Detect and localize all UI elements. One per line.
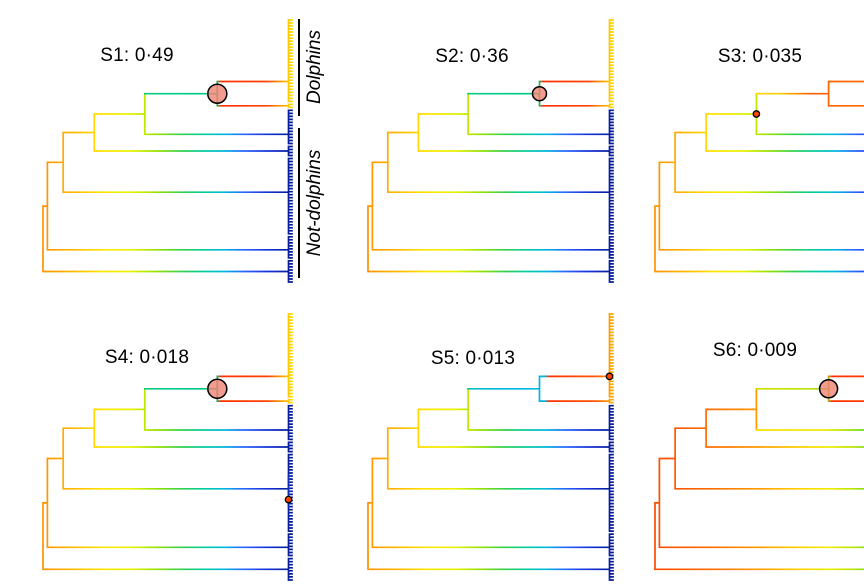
tree-branches-base	[42, 387, 293, 581]
phylogeny-svg-s3	[654, 80, 864, 273]
tree-branches-base	[42, 92, 293, 283]
dolphins-bracket	[298, 19, 300, 116]
phylogeny-svg-s1	[42, 19, 293, 283]
phylogeny-svg-s2	[367, 19, 614, 283]
rate-shift-marker-dolphins_upper	[605, 372, 614, 381]
tree-branches-base	[654, 92, 864, 273]
tree-branches-dolphins	[467, 19, 614, 109]
tree-branches-base	[367, 387, 614, 581]
tree-branches-dolphins	[143, 19, 293, 109]
phylogeny-svg-s4	[42, 313, 293, 581]
panel-s4: S4: 0·018	[40, 301, 328, 585]
panel-label-s3: S3: 0·035	[717, 46, 803, 67]
rate-shift-marker-dolphins	[531, 85, 548, 102]
phylogeny-svg-s6	[654, 375, 864, 571]
rate-shift-marker-marked2	[284, 495, 293, 504]
clade-label-dolphins: Dolphins	[304, 30, 325, 104]
panel-s3: S3: 0·035	[616, 16, 864, 300]
tree-branches-dolphins	[143, 313, 293, 404]
tree-branches-base	[367, 92, 614, 283]
phylogeny-svg-s5	[367, 313, 614, 581]
panel-s5: S5: 0·013	[328, 301, 616, 585]
panel-label-s4: S4: 0·018	[104, 347, 190, 368]
panel-label-s5: S5: 0·013	[430, 348, 516, 369]
panel-s1: S1: 0·49 Dolphins Not-dolphins	[40, 16, 328, 300]
panel-label-s1: S1: 0·49	[100, 45, 174, 66]
rate-shift-marker-dolphins_parent	[752, 110, 761, 118]
not-dolphins-bracket	[298, 128, 300, 278]
rate-shift-marker-dolphins	[207, 83, 228, 104]
panel-label-s6: S6: 0·009	[712, 340, 798, 361]
tree-branches-dolphins	[755, 375, 864, 402]
panel-label-s2: S2: 0·36	[435, 46, 509, 67]
rate-shift-marker-dolphins	[207, 378, 228, 400]
tree-branches-cladeB	[755, 429, 864, 431]
panel-s6: S6: 0·009	[616, 301, 864, 585]
panel-s2: S2: 0·36	[328, 16, 616, 300]
tree-branches-dolphins	[755, 80, 864, 107]
clade-label-not-dolphins: Not-dolphins	[304, 149, 325, 257]
figure: S1: 0·49 Dolphins Not-dolphins S2: 0·36 …	[40, 16, 864, 581]
tree-branches-base	[654, 387, 864, 571]
rate-shift-marker-dolphins	[818, 379, 839, 399]
